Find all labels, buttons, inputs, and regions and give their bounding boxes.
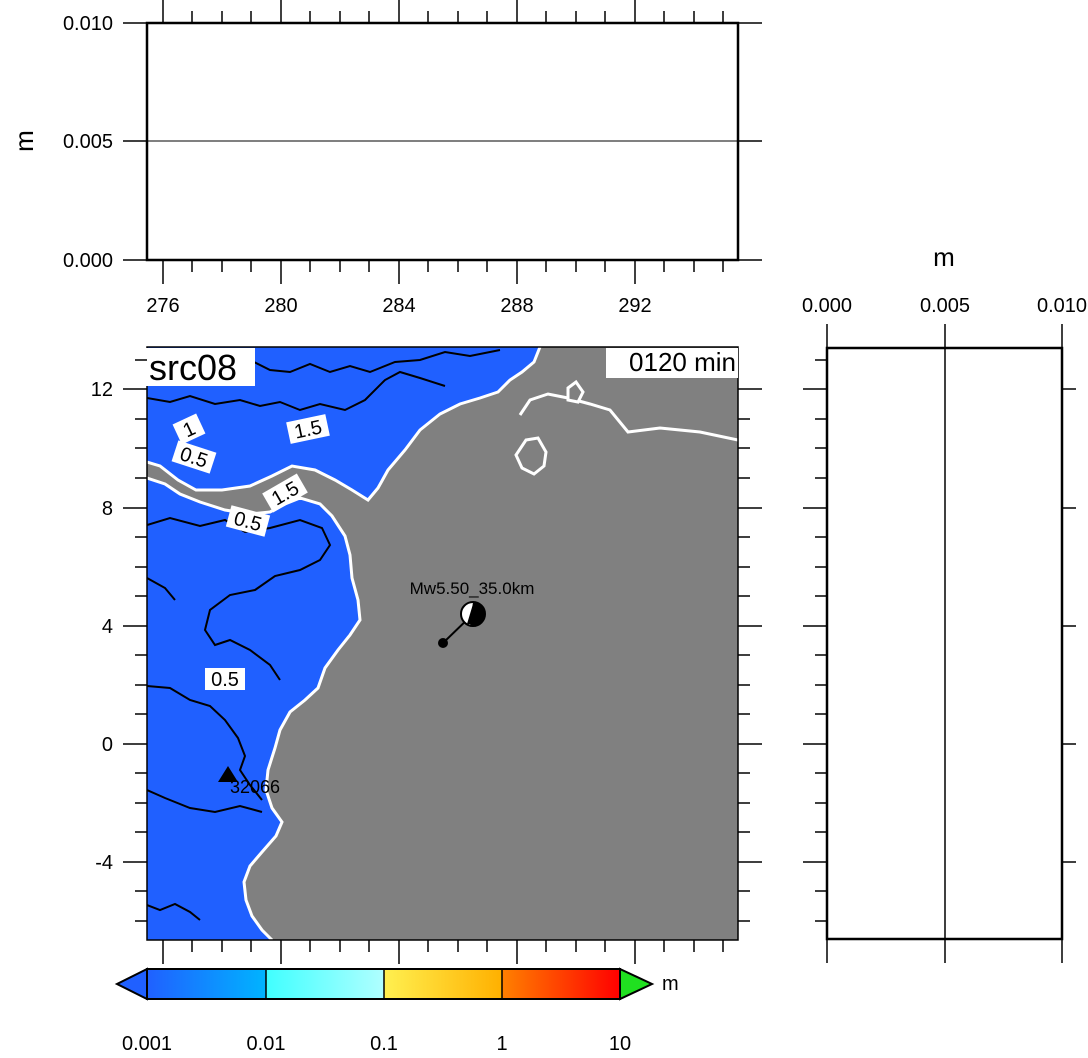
map-ytick-label: -4 bbox=[95, 852, 113, 874]
island bbox=[566, 379, 585, 404]
right-xtick-label: 0.000 bbox=[802, 295, 852, 317]
map-ytick-label: 0 bbox=[102, 734, 113, 756]
right-panel-ticks bbox=[803, 324, 1076, 963]
top-ylabel: m bbox=[9, 130, 39, 152]
map-ytick-label: 12 bbox=[91, 379, 113, 401]
colorbar-tick-label: 10 bbox=[609, 1033, 631, 1055]
map-title-box bbox=[141, 348, 255, 386]
top-ytick-label: 0.010 bbox=[63, 13, 113, 35]
top-xtick-label: 280 bbox=[264, 295, 297, 317]
map-content: 1 0.5 1.5 1.5 0.5 0.5 Mw5.50_35.0km bbox=[147, 347, 738, 940]
coastline bbox=[147, 476, 362, 940]
map-panel: 1 0.5 1.5 1.5 0.5 0.5 Mw5.50_35.0km bbox=[91, 346, 762, 964]
colorbar-tick-label: 0.1 bbox=[370, 1033, 398, 1055]
map-ticks bbox=[123, 359, 762, 964]
colorbar: m 0.001 0.01 0.1 1 10 bbox=[114, 967, 679, 1055]
right-xtick-label: 0.005 bbox=[920, 295, 970, 317]
top-xtick-label: 292 bbox=[618, 295, 651, 317]
right-xlabel: m bbox=[933, 242, 955, 272]
station-triangle-icon bbox=[218, 766, 238, 782]
map-title: src08 bbox=[149, 347, 237, 388]
map-frame bbox=[146, 346, 739, 941]
top-ytick-label: 0.000 bbox=[63, 250, 113, 272]
colorbar-tick-label: 0.001 bbox=[122, 1033, 172, 1055]
colorbar-unit: m bbox=[662, 973, 679, 995]
top-xtick-label: 276 bbox=[146, 295, 179, 317]
colorbar-tick-label: 0.01 bbox=[247, 1033, 286, 1055]
time-label-box bbox=[606, 348, 738, 378]
top-xtick-label: 284 bbox=[382, 295, 415, 317]
coastline bbox=[518, 392, 738, 442]
colorbar-under-triangle bbox=[114, 967, 148, 1001]
time-label: 0120 min bbox=[629, 347, 736, 377]
right-profile-panel: m 0.000 0.005 0.010 bbox=[802, 242, 1087, 963]
right-xtick-label: 0.010 bbox=[1037, 295, 1087, 317]
colorbar-tick-label: 1 bbox=[496, 1033, 507, 1055]
colorbar-over-triangle bbox=[619, 967, 655, 1001]
station-marker: 32066 bbox=[218, 766, 280, 797]
coastline bbox=[147, 347, 542, 502]
island bbox=[514, 436, 548, 476]
top-panel-yticks bbox=[123, 22, 762, 261]
source-marker: Mw5.50_35.0km bbox=[410, 579, 535, 648]
top-timeseries-panel: 0.010 0.005 0.000 m 276 280 284 288 292 bbox=[9, 0, 762, 317]
top-ytick-label: 0.005 bbox=[63, 131, 113, 153]
source-label: Mw5.50_35.0km bbox=[410, 579, 535, 598]
epicenter-dot bbox=[438, 638, 448, 648]
contour-label: 0.5 bbox=[211, 669, 239, 691]
top-panel-xticks bbox=[162, 0, 724, 284]
map-ytick-label: 4 bbox=[102, 616, 113, 638]
map-ytick-label: 8 bbox=[102, 498, 113, 520]
station-label: 32066 bbox=[230, 777, 280, 797]
top-xtick-label: 288 bbox=[500, 295, 533, 317]
